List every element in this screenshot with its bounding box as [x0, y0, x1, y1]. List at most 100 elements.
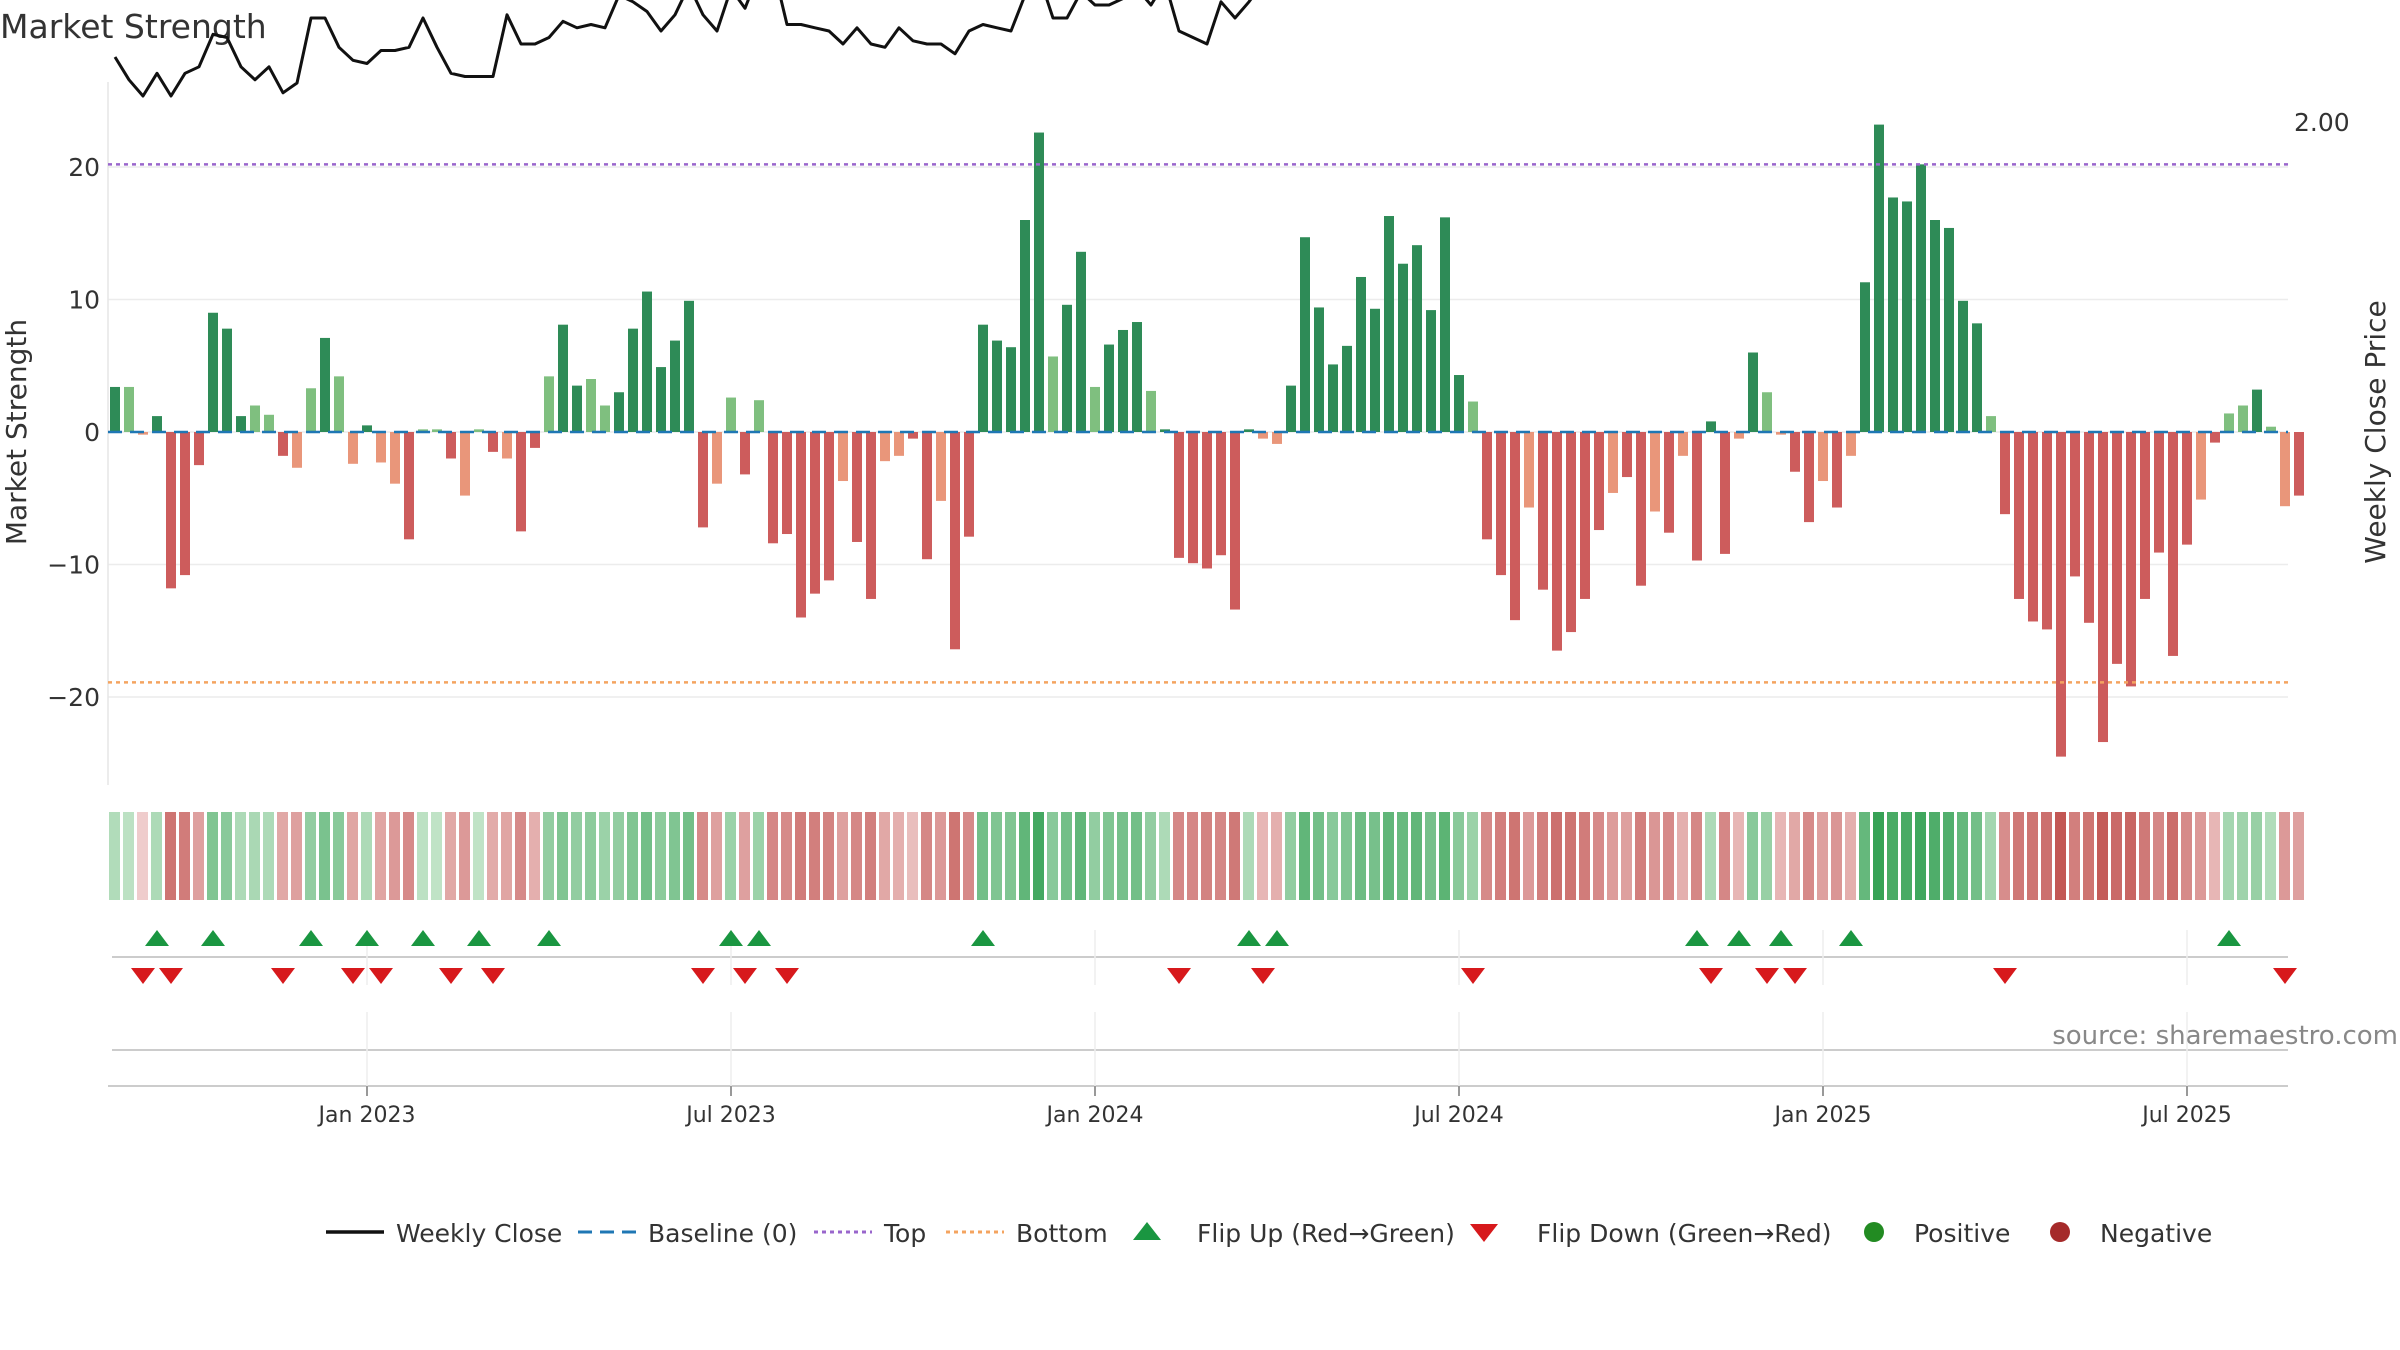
- strength-bar: [768, 432, 778, 544]
- strength-bar: [2140, 432, 2150, 599]
- strip-cell: [655, 812, 666, 900]
- strip-cell: [627, 812, 638, 900]
- strength-bar: [1300, 237, 1310, 432]
- strength-bar: [474, 429, 484, 432]
- x-tick-label: Jan 2024: [1045, 1103, 1144, 1128]
- strip-cell: [1901, 812, 1912, 900]
- strength-bar: [1258, 432, 1268, 439]
- strip-cell: [1061, 812, 1072, 900]
- strip-cell: [711, 812, 722, 900]
- strength-bar: [880, 432, 890, 462]
- strip-cell: [1593, 812, 1604, 900]
- strength-bar: [1006, 347, 1016, 432]
- strip-cell: [1509, 812, 1520, 900]
- flip-marker-axes: [108, 930, 2288, 1087]
- strip-cell: [1775, 812, 1786, 900]
- strength-bar: [1370, 308, 1380, 432]
- strength-bar: [2000, 432, 2010, 515]
- strength-bar: [754, 400, 764, 432]
- strength-bar: [250, 405, 260, 432]
- left-tick-label: −10: [47, 551, 100, 580]
- strip-cell: [1999, 812, 2010, 900]
- x-tick-label: Jul 2025: [2140, 1103, 2232, 1128]
- strip-cell: [557, 812, 568, 900]
- strength-bar: [922, 432, 932, 560]
- strength-bar: [2266, 426, 2276, 432]
- strength-bar: [1692, 432, 1702, 561]
- strip-cell: [1033, 812, 1044, 900]
- strip-cell: [795, 812, 806, 900]
- strip-cell: [1355, 812, 1366, 900]
- strength-bar: [964, 432, 974, 537]
- strength-bar: [1230, 432, 1240, 610]
- strip-cell: [1159, 812, 1170, 900]
- strip-cell: [1719, 812, 1730, 900]
- strip-cell: [361, 812, 372, 900]
- flip-down-marker: [1783, 968, 1807, 984]
- strip-cell: [1565, 812, 1576, 900]
- strip-cell: [739, 812, 750, 900]
- strength-bar: [936, 432, 946, 501]
- strip-cell: [333, 812, 344, 900]
- strength-bar: [544, 376, 554, 432]
- flip-down-marker: [131, 968, 155, 984]
- strength-bar: [684, 300, 694, 432]
- flip-down-marker: [1993, 968, 2017, 984]
- strip-cell: [725, 812, 736, 900]
- strength-bar: [278, 432, 288, 456]
- strip-cell: [879, 812, 890, 900]
- strength-bar: [1580, 432, 1590, 599]
- flip-down-marker: [1755, 968, 1779, 984]
- strength-bar: [1384, 216, 1394, 432]
- strip-cell: [1887, 812, 1898, 900]
- flip-up-marker: [537, 930, 561, 946]
- strip-cell: [1425, 812, 1436, 900]
- strength-bar: [2168, 432, 2178, 656]
- strength-bar: [978, 324, 988, 432]
- strength-bar: [2154, 432, 2164, 553]
- strip-cell: [1607, 812, 1618, 900]
- legend-weekly-close: Weekly Close: [396, 1219, 562, 1248]
- strip-cell: [2013, 812, 2024, 900]
- strength-bar: [1986, 416, 1996, 432]
- strength-bar: [404, 432, 414, 540]
- strip-cell: [1089, 812, 1100, 900]
- strength-bar: [1888, 197, 1898, 432]
- strip-cell: [1257, 812, 1268, 900]
- strength-bar: [1608, 432, 1618, 493]
- strength-bar: [586, 379, 596, 432]
- strip-cell: [165, 812, 176, 900]
- strip-cell: [1341, 812, 1352, 900]
- legend-flip-up: Flip Up (Red→Green): [1197, 1219, 1455, 1248]
- strength-bar: [1048, 356, 1058, 432]
- strip-cell: [2181, 812, 2192, 900]
- strength-bar: [488, 432, 498, 452]
- strength-bar: [236, 416, 246, 432]
- strength-bar: [1440, 217, 1450, 432]
- strip-cell: [2209, 812, 2220, 900]
- strip-cell: [809, 812, 820, 900]
- strip-cell: [2125, 812, 2136, 900]
- strip-cell: [1327, 812, 1338, 900]
- strip-cell: [2111, 812, 2122, 900]
- flip-down-marker: [271, 968, 295, 984]
- strip-cell: [2139, 812, 2150, 900]
- strip-cell: [1929, 812, 1940, 900]
- strip-cell: [991, 812, 1002, 900]
- strip-cell: [781, 812, 792, 900]
- strength-bar: [292, 432, 302, 468]
- strength-bar: [852, 432, 862, 542]
- legend-top: Top: [883, 1219, 926, 1248]
- strength-bar: [152, 416, 162, 432]
- strip-cell: [207, 812, 218, 900]
- strip-cell: [1453, 812, 1464, 900]
- strength-bar: [866, 432, 876, 599]
- strength-bar: [1664, 432, 1674, 533]
- legend-positive-icon: [1864, 1222, 1884, 1242]
- strip-cell: [473, 812, 484, 900]
- strip-cell: [907, 812, 918, 900]
- strip-cell: [417, 812, 428, 900]
- strength-bar: [1188, 432, 1198, 564]
- strip-cell: [1411, 812, 1422, 900]
